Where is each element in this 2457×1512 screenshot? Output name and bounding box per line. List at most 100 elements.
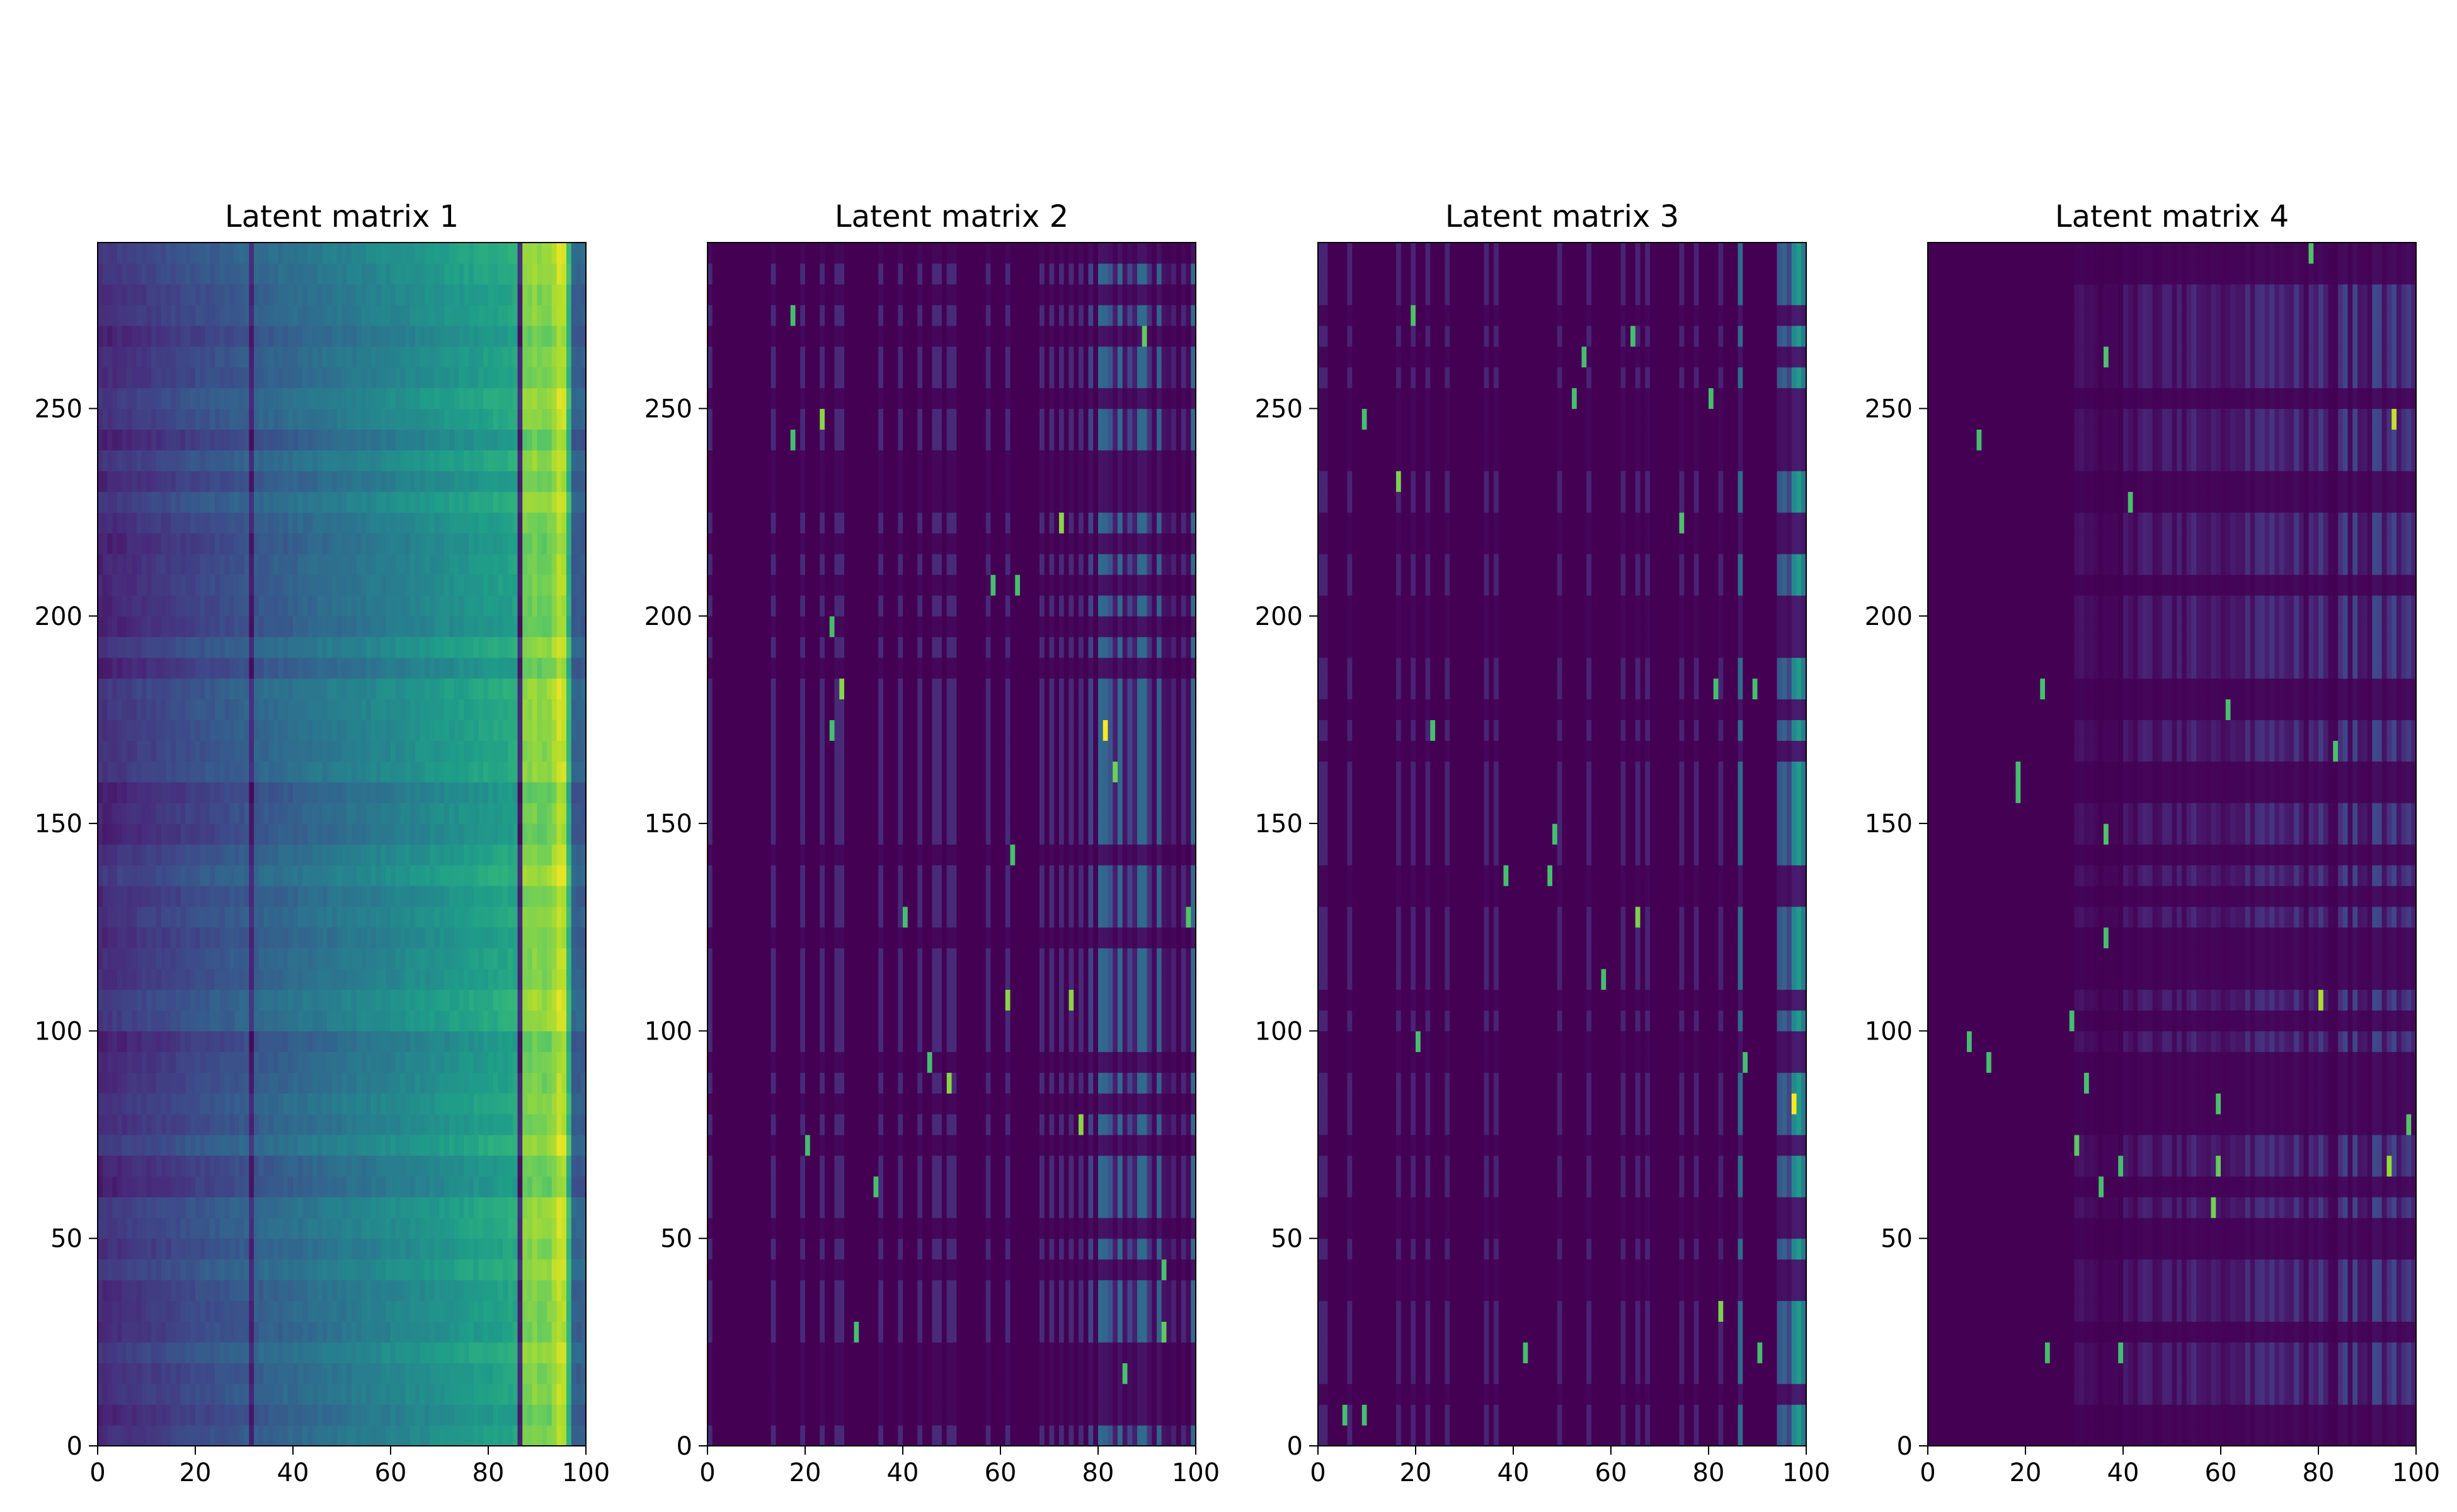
heatmap-cell xyxy=(166,1342,171,1363)
heatmap-cell xyxy=(512,782,518,803)
heatmap-cell xyxy=(547,1425,553,1446)
heatmap-cell xyxy=(493,823,499,845)
heatmap-cell xyxy=(336,533,343,554)
heatmap-cell xyxy=(307,1300,313,1322)
heatmap-cell xyxy=(512,1321,518,1343)
heatmap-cell xyxy=(551,927,558,949)
heatmap-cell xyxy=(366,1404,372,1426)
heatmap-cell xyxy=(483,1259,489,1281)
heatmap-cell xyxy=(561,657,567,679)
heatmap-cell xyxy=(434,885,440,907)
heatmap-cell xyxy=(302,1321,308,1343)
heatmap-cell xyxy=(234,927,240,949)
heatmap-cell xyxy=(322,906,328,928)
heatmap-cell xyxy=(327,1031,333,1052)
heatmap-cell xyxy=(488,1093,494,1114)
heatmap-cell xyxy=(503,636,508,658)
heatmap-cell xyxy=(176,533,181,554)
heatmap-cell xyxy=(464,1196,469,1218)
heatmap-cell xyxy=(112,740,118,762)
heatmap-cell xyxy=(469,1010,474,1031)
heatmap-cell xyxy=(283,533,289,554)
heatmap-cell xyxy=(386,1300,391,1322)
heatmap-cell xyxy=(400,948,406,970)
heatmap-cell xyxy=(210,1383,215,1405)
heatmap-cell xyxy=(488,989,494,1011)
heatmap-cell xyxy=(420,1404,425,1426)
heatmap-cell xyxy=(410,1135,416,1156)
heatmap-cell xyxy=(488,616,494,638)
heatmap-cell xyxy=(229,512,235,534)
heatmap-cell xyxy=(483,657,489,679)
heatmap-cell xyxy=(268,823,274,845)
heatmap-cell xyxy=(185,450,191,471)
heatmap-cell xyxy=(224,616,230,638)
heatmap-cell xyxy=(249,1383,255,1405)
heatmap-cell xyxy=(336,1093,343,1114)
heatmap-cell xyxy=(537,574,542,596)
heatmap-cell xyxy=(454,1051,460,1073)
heatmap-cell xyxy=(473,1176,479,1198)
heatmap-cell xyxy=(341,1383,347,1405)
heatmap-cell xyxy=(375,761,382,782)
heatmap-cell xyxy=(410,491,416,513)
heatmap-cell xyxy=(352,885,357,907)
heatmap-cell xyxy=(297,699,304,721)
heatmap-cell xyxy=(146,864,152,886)
heatmap-cell xyxy=(322,782,328,803)
heatmap-cell xyxy=(151,1300,157,1322)
heatmap-cell xyxy=(112,1176,118,1198)
heatmap-cell xyxy=(420,1135,425,1156)
heatmap-cell xyxy=(156,595,162,617)
heatmap-cell xyxy=(415,429,421,450)
heatmap-cell xyxy=(561,408,567,430)
heatmap-cell xyxy=(439,1155,445,1177)
heatmap-cell xyxy=(522,844,528,866)
heatmap-cell xyxy=(215,1259,220,1281)
heatmap-cell xyxy=(122,844,128,866)
heatmap-cell xyxy=(503,1238,508,1260)
heatmap-cell xyxy=(332,1196,338,1218)
heatmap-cell xyxy=(346,1031,352,1052)
heatmap-cell xyxy=(156,1383,162,1405)
heatmap-cell xyxy=(503,844,508,866)
heatmap-cell xyxy=(327,429,333,450)
heatmap-cell xyxy=(356,1135,362,1156)
heatmap-cell xyxy=(439,927,445,949)
heatmap-cell xyxy=(258,1238,265,1260)
heatmap-cell xyxy=(425,678,430,700)
heatmap-cell xyxy=(395,1135,401,1156)
heatmap-cell xyxy=(556,740,562,762)
heatmap-cell xyxy=(512,1010,518,1031)
heatmap-cell xyxy=(127,927,132,949)
heatmap-cell xyxy=(161,533,167,554)
heatmap-cell xyxy=(576,968,581,990)
heatmap-cell xyxy=(498,885,503,907)
heatmap-cell xyxy=(561,1342,567,1363)
heatmap-cell xyxy=(361,761,367,782)
heatmap-cell xyxy=(312,616,318,638)
heatmap-cell xyxy=(561,1404,567,1426)
heatmap-cell xyxy=(127,491,132,513)
heatmap-cell xyxy=(371,968,377,990)
heatmap-cell xyxy=(273,1238,279,1260)
heatmap-cell xyxy=(381,1280,386,1302)
heatmap-cell xyxy=(400,616,406,638)
heatmap-cell xyxy=(102,533,108,554)
heatmap-cell xyxy=(430,471,435,492)
heatmap-cell xyxy=(522,408,528,430)
heatmap-cell xyxy=(239,408,245,430)
heatmap-cell xyxy=(454,1321,460,1343)
heatmap-cell xyxy=(278,636,284,658)
heatmap-cell xyxy=(469,1363,474,1384)
heatmap-cell xyxy=(366,1363,372,1384)
heatmap-cell xyxy=(405,1321,411,1343)
heatmap-cell xyxy=(352,450,357,471)
heatmap-cell xyxy=(244,1010,249,1031)
heatmap-cell xyxy=(297,1383,304,1405)
heatmap-cell xyxy=(469,471,474,492)
heatmap-cell xyxy=(498,761,503,782)
heatmap-cell xyxy=(386,927,391,949)
heatmap-cell xyxy=(278,553,284,575)
heatmap-cell xyxy=(542,429,547,450)
